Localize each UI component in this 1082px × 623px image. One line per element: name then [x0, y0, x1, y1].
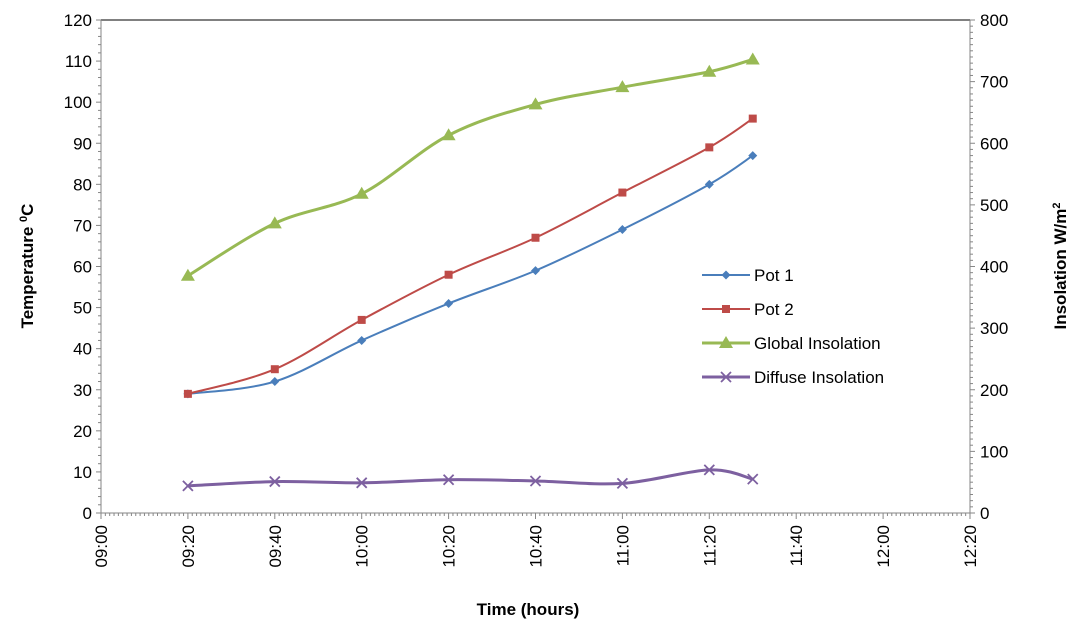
right-axis-title: Insolation W/m2: [1051, 202, 1070, 329]
left-tick-label: 80: [73, 175, 92, 194]
pot-2-point: [183, 389, 192, 398]
legend-label: Pot 2: [754, 300, 794, 319]
right-tick-label: 100: [980, 442, 1008, 461]
legend-label: Global Insolation: [754, 334, 881, 353]
right-tick-label: 800: [980, 11, 1008, 30]
legend-swatch-marker: [719, 336, 733, 348]
x-tick-label: 09:00: [92, 525, 111, 568]
pot-1-point: [531, 266, 540, 276]
right-tick-label: 400: [980, 258, 1008, 277]
global-insolation-point: [354, 186, 369, 199]
left-tick-label: 70: [73, 216, 92, 235]
legend-item-pot-2: Pot 2: [702, 300, 794, 319]
pot-2-point: [618, 188, 627, 197]
diffuse-insolation-point: [269, 475, 281, 488]
axes: 0 10 20 30 40 50 60 70 80 90 100 110 120 0 100 200 300 40…: [64, 11, 1009, 568]
series-layer: [180, 52, 760, 492]
series-pot-1: [183, 151, 758, 399]
left-axis-title: Temperature 0C: [18, 204, 37, 329]
x-tick-label: 10:00: [353, 525, 372, 568]
pot-2-point: [357, 315, 366, 324]
legend-swatch-marker: [720, 371, 732, 383]
global-insolation-point: [702, 64, 717, 77]
series-global-insolation: [180, 52, 760, 281]
left-tick-label: 40: [73, 340, 92, 359]
x-tick-label: 10:20: [440, 525, 459, 568]
pot-1-line: [187, 154, 754, 395]
global-insolation-point: [615, 80, 630, 93]
diffuse-insolation-point: [747, 473, 759, 485]
left-tick-label: 60: [73, 258, 92, 277]
pot-1-point: [617, 225, 627, 235]
legend-swatch-marker: [722, 305, 730, 313]
pot-1-point: [270, 377, 280, 387]
diffuse-insolation-point: [356, 477, 368, 489]
diffuse-insolation-point: [616, 477, 629, 490]
global-insolation-line: [187, 57, 754, 278]
pot-2-point: [705, 143, 714, 152]
pot-2-point: [444, 270, 453, 279]
global-insolation-point: [441, 128, 456, 141]
global-insolation-point: [180, 268, 195, 281]
left-tick-label: 0: [83, 504, 92, 523]
x-tick-label: 11:20: [700, 525, 719, 566]
x-tick-label: 09:20: [179, 525, 198, 568]
x-tick-label: 12:00: [874, 525, 893, 568]
series-diffuse-insolation: [182, 464, 759, 492]
diffuse-insolation-point: [529, 475, 542, 487]
global-insolation-point: [528, 97, 543, 110]
left-tick-label: 30: [73, 381, 92, 400]
left-tick-label: 110: [65, 52, 92, 71]
left-tick-label: 50: [73, 299, 92, 318]
diffuse-insolation-line: [187, 468, 754, 488]
left-tick-label: 20: [73, 422, 92, 441]
right-tick-label: 200: [980, 381, 1008, 400]
legend-swatch-marker: [721, 270, 731, 280]
legend: Pot 1 Pot 2 Global Insolation Diffuse Insol…: [702, 266, 884, 387]
right-tick-label: 300: [980, 319, 1008, 338]
global-insolation-point: [267, 216, 282, 229]
pot-2-point: [748, 114, 757, 123]
legend-label: Pot 1: [754, 266, 794, 285]
pot-1-point: [748, 151, 758, 161]
pot-2-line: [187, 117, 754, 395]
right-tick-label: 600: [980, 134, 1008, 153]
pot-1-point: [444, 298, 454, 308]
x-tick-label: 09:40: [266, 525, 285, 568]
pot-1-point: [704, 179, 714, 189]
diffuse-insolation-point: [442, 474, 455, 486]
diffuse-insolation-point: [703, 464, 715, 476]
legend-label: Diffuse Insolation: [754, 368, 884, 387]
diffuse-insolation-point: [182, 480, 194, 492]
left-tick-label: 120: [64, 11, 92, 30]
left-tick-label: 90: [73, 134, 92, 153]
x-tick-label: 11:40: [787, 525, 806, 566]
right-tick-label: 500: [980, 196, 1008, 215]
legend-item-global-insolation: Global Insolation: [702, 334, 881, 353]
right-tick-label: 0: [980, 504, 989, 523]
pot-2-point: [531, 233, 540, 242]
right-tick-label: 700: [980, 73, 1008, 92]
left-tick-label: 10: [73, 463, 92, 482]
pot-1-point: [357, 335, 367, 345]
x-axis-title: Time (hours): [477, 600, 580, 619]
legend-item-diffuse-insolation: Diffuse Insolation: [702, 368, 884, 387]
legend-item-pot-1: Pot 1: [702, 266, 794, 285]
pot-2-point: [270, 365, 279, 374]
global-insolation-point: [745, 52, 760, 65]
x-tick-label: 10:40: [527, 525, 546, 568]
left-tick-label: 100: [64, 93, 92, 112]
x-tick-label: 12:20: [961, 525, 980, 568]
x-tick-label: 11:00: [613, 525, 632, 566]
series-pot-2: [183, 114, 757, 398]
